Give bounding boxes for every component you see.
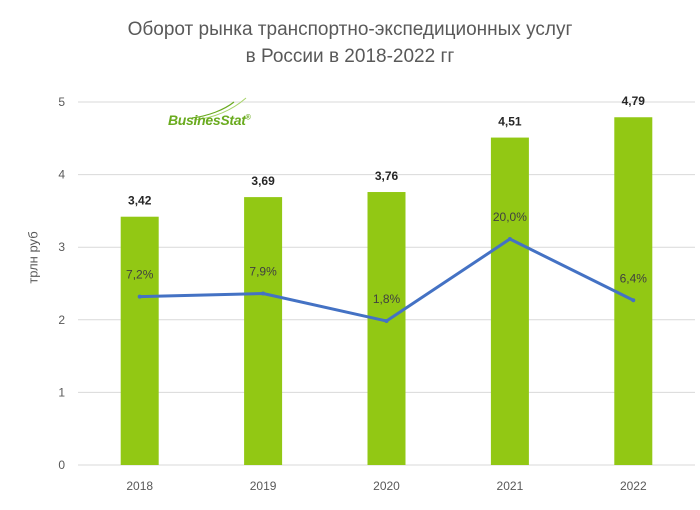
y-tick-label: 1 xyxy=(58,385,65,399)
bar-value-label: 4,79 xyxy=(622,94,646,108)
bar-value-label: 3,69 xyxy=(251,174,275,188)
bar xyxy=(490,137,529,465)
growth-label: 20,0% xyxy=(493,210,527,224)
businesstat-logo: BusinesStat® xyxy=(168,112,251,128)
bar xyxy=(614,117,653,465)
growth-label: 7,2% xyxy=(126,268,154,282)
bar xyxy=(367,192,406,466)
bar xyxy=(120,216,159,465)
x-tick-label: 2019 xyxy=(250,479,277,493)
chart-title-line-1: Оборот рынка транспортно-экспедиционных … xyxy=(127,19,573,40)
x-tick-label: 2022 xyxy=(620,479,647,493)
x-tick-label: 2018 xyxy=(126,479,153,493)
bar xyxy=(244,197,283,465)
logo-text: BusinesStat xyxy=(168,112,246,128)
x-tick-label: 2020 xyxy=(373,479,400,493)
y-tick-label: 0 xyxy=(58,458,65,472)
bar-value-label: 3,76 xyxy=(375,169,399,183)
y-tick-label: 4 xyxy=(58,168,65,182)
growth-point xyxy=(261,291,266,296)
chart-title-line-2: в России в 2018-2022 гг xyxy=(245,46,455,67)
y-tick-label: 3 xyxy=(58,240,65,254)
chart-title: Оборот рынка транспортно-экспедиционных … xyxy=(0,16,700,70)
y-tick-label: 2 xyxy=(58,313,65,327)
growth-point xyxy=(507,237,512,241)
growth-point xyxy=(631,298,636,303)
growth-point xyxy=(384,319,389,323)
growth-label: 7,9% xyxy=(249,265,277,279)
logo-registered-mark: ® xyxy=(245,114,251,122)
x-tick-label: 2021 xyxy=(497,479,524,493)
logo-swoosh-icon xyxy=(191,97,247,121)
growth-label: 6,4% xyxy=(620,271,648,285)
growth-point xyxy=(137,294,142,299)
bar-value-label: 4,51 xyxy=(498,115,522,129)
bar-value-label: 3,42 xyxy=(128,194,152,208)
y-tick-label: 5 xyxy=(58,95,65,109)
growth-label: 1,8% xyxy=(373,292,401,306)
